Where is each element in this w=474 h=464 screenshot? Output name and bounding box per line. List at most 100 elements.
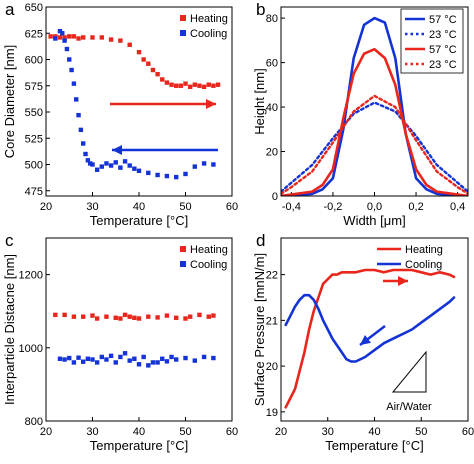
y-tick-label: 80 [266, 13, 278, 25]
arrow-heating-head [206, 99, 216, 109]
data-point [108, 37, 114, 42]
data-point [164, 80, 170, 85]
data-point [118, 316, 123, 321]
data-point [122, 351, 128, 356]
inset-label: Air/Water [386, 401, 432, 413]
data-point [160, 356, 165, 361]
data-point [90, 35, 95, 40]
data-point [174, 357, 179, 362]
legend: Heating Cooling [377, 244, 443, 271]
legend-label: 57 °C [429, 44, 457, 56]
series-line [281, 47, 468, 196]
data-point [201, 354, 207, 360]
data-point [71, 34, 77, 39]
x-tick-label: 50 [179, 201, 191, 213]
data-point [118, 165, 123, 170]
data-point [81, 35, 86, 40]
x-tick-label: 60 [226, 426, 238, 438]
x-tick-label: 20 [40, 426, 52, 438]
data-point [67, 355, 72, 361]
legend-label: 23 °C [429, 59, 457, 71]
panel-d: 20 30 40 50 60 19 20 21 22 Temperature [°C] Surfac… [252, 237, 474, 453]
data-point [57, 35, 63, 40]
series-line [281, 101, 468, 193]
panel-label-c: c [5, 231, 14, 250]
legend: Heating Cooling [180, 13, 228, 40]
data-point [132, 166, 137, 171]
legend-label: 23 °C [429, 29, 457, 41]
x-tick-label: -0,2 [323, 201, 342, 213]
y-tick-label: 1000 [19, 343, 43, 355]
plot-area [48, 28, 221, 180]
arrow-cooling-head [360, 334, 371, 345]
y-axis-label: Interparticle Distacne [nm] [2, 254, 17, 405]
data-point [62, 357, 67, 362]
x-axis-label: Width [μm] [343, 213, 405, 228]
data-point [150, 360, 156, 365]
data-point [183, 316, 188, 321]
data-point [99, 164, 104, 169]
data-point [127, 358, 132, 363]
data-point [127, 163, 132, 168]
data-point [81, 314, 86, 319]
y-tick-label: 60 [266, 58, 278, 70]
data-point [192, 164, 197, 169]
legend: 57 °C 23 °C 57 °C 23 °C [400, 8, 464, 74]
data-point [211, 162, 216, 167]
data-point [108, 163, 114, 168]
data-point [146, 170, 151, 176]
data-point [76, 36, 81, 41]
y-tick-label: 575 [25, 81, 43, 93]
x-axis-label: Temperature [°C] [325, 438, 423, 453]
y-tick-label: 500 [25, 160, 43, 172]
plot-area [284, 268, 456, 409]
data-point [169, 82, 174, 87]
y-tick-label: 650 [25, 2, 43, 14]
data-point [57, 356, 63, 361]
data-point [90, 357, 95, 362]
data-point [108, 353, 114, 359]
x-tick-label: 40 [133, 201, 145, 213]
data-point [118, 38, 123, 43]
legend-label: Heating [190, 13, 228, 25]
data-point [201, 84, 207, 89]
x-tick-label: 20 [40, 201, 52, 213]
data-point [127, 42, 132, 47]
data-point [136, 362, 142, 367]
data-point [113, 160, 118, 165]
legend-swatch [180, 246, 186, 252]
x-tick-label: 30 [86, 201, 98, 213]
data-point [64, 46, 70, 52]
y-tick-label: 550 [25, 107, 43, 119]
data-point [174, 315, 179, 320]
data-point [76, 355, 81, 360]
data-point [81, 141, 86, 146]
data-point [211, 83, 216, 88]
y-tick-label: 475 [25, 186, 43, 198]
data-point [150, 67, 156, 73]
y-axis-label: Surface Pressure [mnN/m] [252, 253, 267, 406]
data-point [164, 313, 170, 318]
y-tick-label: 1200 [19, 270, 43, 282]
data-point [69, 67, 74, 73]
x-axis-label: Temperature [°C] [90, 438, 188, 453]
x-tick-label: 40 [133, 426, 145, 438]
data-point [183, 81, 188, 86]
panel-label-b: b [256, 0, 265, 19]
data-point [104, 357, 109, 362]
data-point [183, 355, 188, 361]
data-point [174, 174, 179, 180]
x-tick-label: 20 [275, 426, 287, 438]
plot-area [53, 312, 216, 368]
y-axis-label: Core Diameter [nm] [2, 45, 17, 158]
panel-b: -0,4 -0,2 0,0 0,2 0,4 0 20 40 60 80 Width [μm] Heig… [252, 6, 469, 228]
data-point [178, 83, 184, 88]
data-point [155, 360, 160, 365]
data-point [215, 82, 221, 87]
data-point [85, 158, 91, 163]
data-point [87, 161, 93, 166]
data-point [99, 354, 104, 360]
y-tick-label: 20 [266, 147, 278, 159]
